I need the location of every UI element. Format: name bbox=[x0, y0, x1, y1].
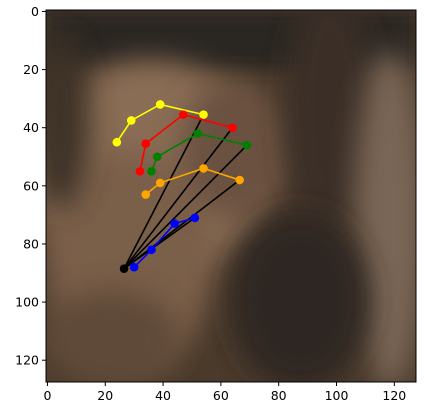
finger-0-point-1 bbox=[126, 116, 136, 125]
finger-1-point-2 bbox=[179, 110, 188, 119]
y-tick-label: 80 bbox=[23, 236, 39, 251]
finger-3-point-2 bbox=[199, 164, 208, 173]
x-tick-label: 100 bbox=[325, 388, 349, 403]
wrist-link-1 bbox=[123, 127, 234, 270]
finger-2-point-3 bbox=[242, 140, 252, 150]
finger-line-4 bbox=[133, 217, 196, 268]
wrist-links bbox=[123, 114, 248, 270]
finger-4-point-1 bbox=[147, 245, 156, 255]
finger-4-point-3 bbox=[190, 213, 200, 223]
y-tick-label: 0 bbox=[31, 4, 39, 19]
finger-2-point-0 bbox=[147, 166, 156, 176]
wrist-point bbox=[119, 264, 129, 273]
x-tick-label: 20 bbox=[97, 388, 113, 403]
finger-chains bbox=[112, 100, 252, 272]
x-tick-label: 120 bbox=[382, 388, 406, 403]
finger-4-point-0 bbox=[129, 262, 139, 272]
finger-3-point-3 bbox=[235, 175, 244, 185]
x-tick-label: 60 bbox=[213, 388, 229, 403]
plot-frame bbox=[45, 9, 417, 383]
finger-line-0 bbox=[116, 103, 204, 143]
finger-1-point-3 bbox=[228, 123, 237, 133]
wrist-link-4 bbox=[123, 217, 196, 270]
y-tick-label: 60 bbox=[23, 178, 39, 193]
y-tick-label: 100 bbox=[15, 295, 39, 310]
finger-3-point-1 bbox=[155, 178, 165, 188]
y-tick-label: 20 bbox=[23, 62, 39, 77]
x-tick-label: 40 bbox=[155, 388, 171, 403]
background-image bbox=[46, 10, 416, 382]
finger-line-2 bbox=[150, 132, 248, 172]
x-tick-label: 80 bbox=[271, 388, 287, 403]
finger-2-point-2 bbox=[193, 129, 203, 138]
y-axis: 0 20 40 60 80 100 120 bbox=[15, 4, 46, 368]
finger-0-point-3 bbox=[199, 110, 208, 119]
finger-line-3 bbox=[145, 167, 240, 196]
x-tick-label: 0 bbox=[43, 388, 51, 403]
finger-1-point-1 bbox=[141, 139, 151, 148]
y-tick-label: 120 bbox=[15, 353, 39, 368]
wrist-link-2 bbox=[123, 144, 248, 270]
finger-2-point-1 bbox=[152, 152, 162, 162]
finger-0-point-0 bbox=[112, 137, 122, 147]
finger-line-1 bbox=[139, 113, 233, 172]
wrist-point-group bbox=[119, 264, 129, 273]
finger-3-point-0 bbox=[141, 190, 151, 199]
finger-1-point-0 bbox=[135, 166, 145, 176]
x-axis: 0 20 40 60 80 100 120 bbox=[43, 382, 406, 403]
y-tick-label: 40 bbox=[23, 120, 39, 135]
finger-0-point-2 bbox=[155, 100, 165, 109]
finger-4-point-2 bbox=[170, 219, 179, 228]
wrist-link-0 bbox=[123, 114, 205, 270]
